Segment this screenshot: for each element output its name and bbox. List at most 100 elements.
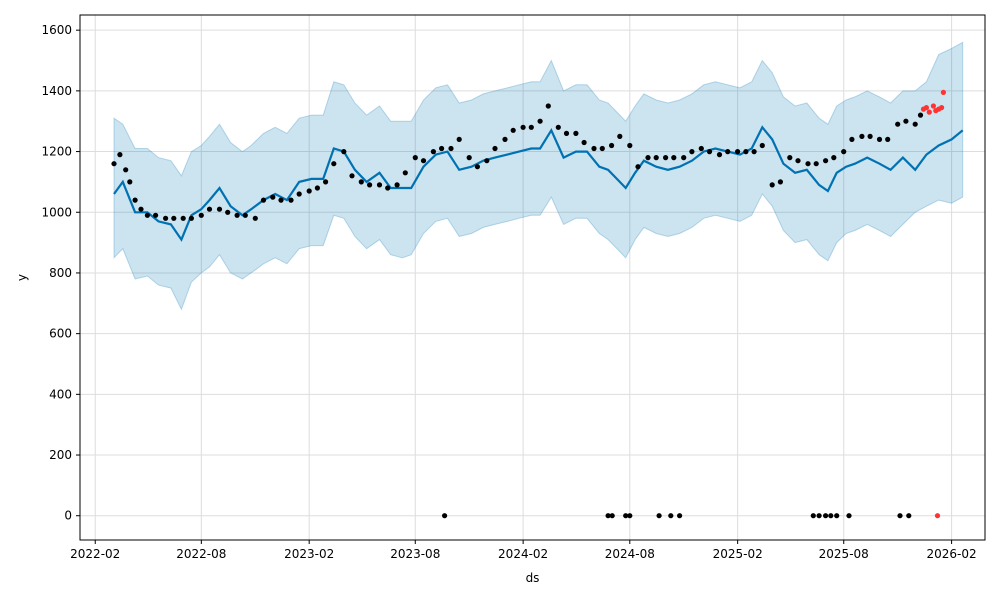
observed-point <box>823 158 829 164</box>
observed-point <box>163 215 169 221</box>
observed-point <box>751 149 757 155</box>
observed-point <box>402 170 408 176</box>
observed-point <box>502 136 508 142</box>
observed-point <box>153 212 159 218</box>
x-tick-label: 2025-08 <box>819 547 869 561</box>
y-axis-label: y <box>15 274 29 281</box>
observed-point <box>849 136 855 142</box>
observed-point <box>117 152 123 158</box>
observed-point <box>581 139 587 146</box>
observed-point <box>180 215 186 221</box>
observed-point <box>605 513 611 519</box>
observed-point <box>917 112 924 118</box>
observed-point <box>270 194 276 200</box>
observed-point <box>394 182 400 188</box>
observed-point <box>912 121 918 127</box>
observed-point <box>846 513 852 519</box>
observed-point <box>831 155 837 161</box>
observed-point <box>439 145 445 152</box>
observed-point <box>420 158 427 164</box>
observed-point <box>867 133 873 139</box>
observed-point <box>906 513 912 519</box>
observed-point <box>627 142 633 149</box>
outlier-point <box>940 89 947 95</box>
y-tick-label: 600 <box>49 327 72 341</box>
observed-point <box>903 118 909 124</box>
observed-point <box>376 182 383 188</box>
observed-point <box>492 145 498 152</box>
observed-point <box>668 513 674 519</box>
observed-point <box>456 136 462 142</box>
forecast-line <box>113 125 964 242</box>
observed-point <box>795 158 801 164</box>
observed-point <box>706 149 713 155</box>
observed-point <box>474 164 480 170</box>
observed-point <box>599 145 605 152</box>
observed-point <box>385 185 391 191</box>
observed-point <box>735 149 741 155</box>
observed-point <box>787 155 793 161</box>
observed-point <box>810 513 816 519</box>
observed-point <box>234 212 240 218</box>
uncertainty-interval <box>113 41 964 311</box>
x-tick-label: 2023-08 <box>390 547 440 561</box>
observed-point <box>198 212 204 218</box>
observed-point <box>777 179 784 185</box>
observed-point <box>127 179 133 185</box>
observed-point <box>520 124 526 130</box>
observed-point <box>442 513 448 519</box>
observed-point <box>895 121 901 127</box>
observed-point <box>841 149 847 155</box>
observed-point <box>823 513 829 519</box>
y-axis-ticks: 0 200 400 600 800 1000 1200 1400 1600 <box>41 23 80 523</box>
observed-point <box>306 188 312 194</box>
observed-point <box>885 136 891 142</box>
observed-point <box>653 155 659 161</box>
observed-point <box>412 155 418 161</box>
observed-point <box>759 142 765 149</box>
observed-point <box>591 145 597 152</box>
observed-point <box>466 155 472 161</box>
observed-point <box>635 164 641 170</box>
observation-points <box>111 89 947 519</box>
observed-point <box>528 124 534 130</box>
observed-point <box>225 209 231 215</box>
outlier-point <box>939 105 945 111</box>
x-axis-ticks: 2022-02 2022-08 2023-02 2023-08 2024-02 2024-… <box>70 540 977 561</box>
observed-point <box>627 513 633 519</box>
observed-point <box>296 191 302 197</box>
observed-point <box>859 133 865 139</box>
observed-point <box>171 215 177 221</box>
x-axis-label: ds <box>526 571 540 585</box>
observed-point <box>510 127 516 133</box>
observed-point <box>252 215 258 221</box>
observed-point <box>645 155 651 161</box>
observed-point <box>123 167 129 173</box>
observed-point <box>698 145 704 152</box>
observed-point <box>769 182 775 188</box>
observed-point <box>288 197 294 203</box>
observed-point <box>716 152 723 158</box>
y-tick-label: 0 <box>64 509 72 523</box>
observed-point <box>430 149 436 155</box>
outlier-point <box>926 109 932 115</box>
observed-point <box>805 161 811 167</box>
observed-point <box>323 179 329 185</box>
observed-point <box>663 155 669 161</box>
observed-point <box>278 197 284 203</box>
observed-point <box>677 513 683 519</box>
observed-point <box>242 212 248 218</box>
observed-point <box>206 206 213 212</box>
observed-point <box>689 149 695 155</box>
x-tick-label: 2026-02 <box>927 547 977 561</box>
observed-point <box>367 182 373 188</box>
observed-point <box>897 513 903 519</box>
y-tick-label: 1200 <box>41 145 72 159</box>
observed-point <box>314 185 320 191</box>
observed-point <box>609 142 615 149</box>
observed-point <box>743 149 749 155</box>
outlier-point <box>923 105 930 111</box>
x-tick-label: 2022-08 <box>176 547 226 561</box>
y-tick-label: 1400 <box>41 84 72 98</box>
